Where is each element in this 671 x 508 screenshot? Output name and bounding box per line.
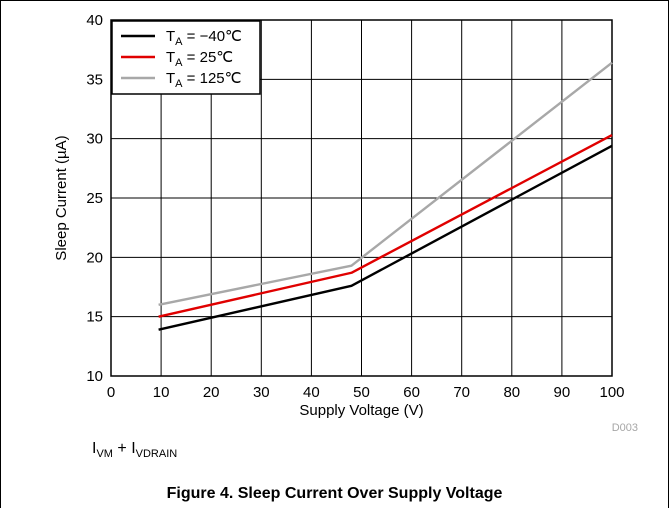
x-tick-label: 70 <box>453 384 470 401</box>
x-tick-label: 100 <box>599 384 624 401</box>
ivm-symbol: I <box>92 440 97 457</box>
legend-entry: TA = 125℃ <box>166 70 241 90</box>
ivm-subscript: VM <box>96 448 113 461</box>
x-axis-label: Supply Voltage (V) <box>299 402 423 419</box>
current-sum-note: IVM + IVDRAIN <box>92 440 177 460</box>
x-tick-label: 40 <box>303 384 320 401</box>
figure-caption: Figure 4. Sleep Current Over Supply Volt… <box>166 485 503 502</box>
x-tick-label: 50 <box>353 384 370 401</box>
y-tick-label: 30 <box>86 131 103 148</box>
y-tick-label: 15 <box>86 309 103 326</box>
x-tick-label: 30 <box>253 384 270 401</box>
series-line <box>158 144 613 331</box>
y-tick-label: 20 <box>86 249 103 266</box>
y-tick-labels: 10 15 20 25 30 35 40 <box>86 12 103 385</box>
ivdrain-subscript: VDRAIN <box>135 448 178 461</box>
x-tick-labels: 0 10 20 30 40 50 60 70 80 90 100 <box>107 384 625 401</box>
series-lines <box>158 61 613 331</box>
plot-area-border <box>110 19 613 377</box>
y-tick-label: 25 <box>86 190 103 207</box>
legend-entry: TA = −40℃ <box>166 28 242 48</box>
series-line <box>158 61 613 306</box>
x-tick-label: 80 <box>503 384 520 401</box>
y-tick-label: 10 <box>86 368 103 385</box>
x-tick-label: 10 <box>153 384 170 401</box>
legend-entry: TA = 25℃ <box>166 49 233 69</box>
ivdrain-symbol: I <box>131 440 136 457</box>
x-tick-label: 0 <box>107 384 115 401</box>
y-axis-label: Sleep Current (µA) <box>53 135 70 260</box>
series-line <box>158 134 613 318</box>
x-tick-label: 20 <box>203 384 220 401</box>
figure-code: D003 <box>612 422 638 434</box>
y-tick-label: 35 <box>86 71 103 88</box>
y-tick-label: 40 <box>86 12 103 29</box>
plus-sign: + <box>112 440 132 457</box>
x-tick-label: 60 <box>403 384 420 401</box>
x-tick-label: 90 <box>554 384 571 401</box>
legend: TA = −40℃TA = 25℃TA = 125℃ <box>111 20 261 95</box>
